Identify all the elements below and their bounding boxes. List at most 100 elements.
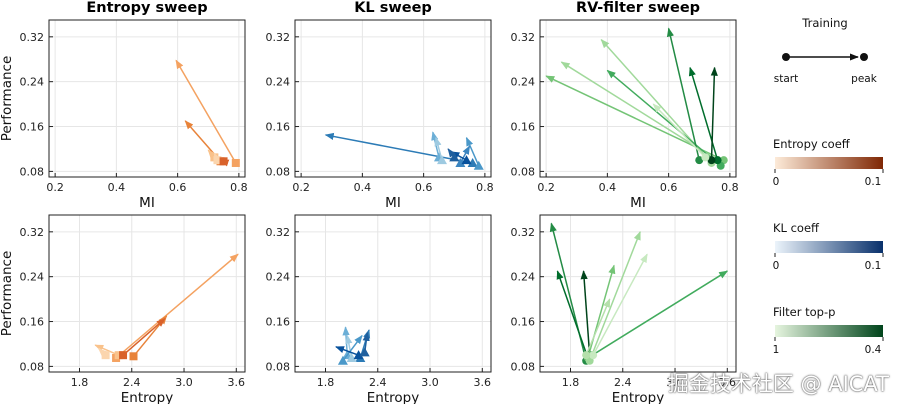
y-tick-label: 0.24 — [20, 271, 45, 284]
panels: 0.08 0.16 0.24 0.32 0.2 0.4 0.6 0.8 Entropy swee… — [0, 0, 739, 404]
start-point — [231, 158, 240, 167]
trajectory-arrow — [592, 253, 648, 356]
x-axis-label: Entropy — [367, 390, 419, 404]
x-tick-label: 0.4 — [599, 181, 617, 194]
y-tick-label: 0.16 — [266, 316, 291, 329]
x-tick-label: 3.0 — [421, 376, 439, 389]
x-tick-label: 1.8 — [562, 376, 580, 389]
x-tick-label: 0.6 — [415, 181, 433, 194]
x-tick-label: 0.2 — [292, 181, 310, 194]
plot-frame — [294, 19, 492, 178]
plot-frame — [539, 214, 737, 373]
start-point — [713, 156, 722, 165]
x-tick-label: 0.8 — [476, 181, 494, 194]
x-tick-label: 0.8 — [230, 181, 248, 194]
trajectory-arrow — [345, 334, 353, 359]
chart-panel: 0.08 0.16 0.24 0.32 0.2 0.4 0.6 0.8 RV-filter sw… — [511, 0, 739, 211]
start-point — [473, 160, 484, 170]
legend: Training start peak Entropy coeff 0 0.1 KL coe… — [773, 16, 884, 356]
start-point — [461, 155, 472, 165]
y-tick-label: 0.08 — [266, 165, 291, 178]
colorbar-max-label: 0.4 — [865, 344, 882, 356]
x-tick-label: 0.4 — [108, 181, 126, 194]
legend-start-label: start — [774, 73, 798, 85]
start-point — [582, 351, 591, 360]
x-tick-label: 0.6 — [660, 181, 678, 194]
start-point — [129, 352, 138, 361]
start-point — [359, 347, 370, 357]
colorbar-min-label: 0 — [773, 260, 780, 272]
trajectory-arrow — [710, 66, 718, 161]
y-tick-label: 0.08 — [20, 360, 45, 373]
colorbar-max-label: 0.1 — [865, 260, 882, 272]
y-tick-label: 0.08 — [511, 165, 536, 178]
panel-title: KL sweep — [354, 0, 432, 16]
y-tick-label: 0.08 — [20, 165, 45, 178]
trajectory-arrow — [652, 103, 706, 158]
start-point — [437, 155, 447, 165]
trajectory-arrow — [335, 346, 359, 356]
y-tick-label: 0.24 — [20, 76, 45, 89]
trajectory-arrow — [666, 27, 700, 161]
trajectory-arrow — [342, 334, 363, 362]
start-point — [119, 351, 128, 360]
y-tick-label: 0.24 — [511, 76, 536, 89]
plot-frame — [294, 214, 492, 373]
trajectory-arrow — [588, 230, 641, 362]
start-point — [346, 352, 357, 362]
x-axis-label: Entropy — [121, 390, 173, 404]
x-tick-label: 2.4 — [614, 376, 632, 389]
trajectory-arrow — [591, 270, 729, 356]
legend-peak-label: peak — [851, 73, 878, 85]
trajectory-arrow — [688, 66, 719, 161]
x-tick-label: 2.4 — [369, 376, 387, 389]
x-axis-label: MI — [630, 195, 646, 211]
colorbar-title: Filter top-p — [773, 305, 835, 319]
legend-training-title: Training — [801, 16, 847, 30]
trajectory-arrow — [122, 318, 166, 356]
trajectory-arrow — [175, 59, 237, 164]
x-tick-label: 1.8 — [71, 376, 89, 389]
start-point — [101, 351, 110, 360]
plot-frame — [539, 19, 737, 178]
chart-panel: 0.08 0.16 0.24 0.32 1.8 2.4 3.0 3.6 Entropy — [511, 214, 737, 404]
chart-panel: 0.08 0.16 0.24 0.32 0.2 0.4 0.6 0.8 Entropy swee… — [0, 0, 248, 211]
x-tick-label: 0.2 — [537, 181, 555, 194]
y-tick-label: 0.16 — [511, 316, 536, 329]
y-tick-label: 0.24 — [266, 76, 291, 89]
trajectory-arrow — [585, 298, 611, 356]
trajectory-arrow — [324, 132, 473, 164]
colorbar-title: Entropy coeff — [773, 137, 851, 151]
panel-title: Entropy sweep — [86, 0, 207, 16]
colorbar-min-label: 1 — [773, 344, 780, 356]
start-point — [701, 153, 710, 162]
trajectory-arrow — [556, 270, 589, 359]
start-point — [589, 351, 598, 360]
chart-panel: 0.08 0.16 0.24 0.32 1.8 2.4 3.0 3.6 Entropy — [266, 214, 492, 404]
panel-title: RV-filter sweep — [576, 0, 700, 16]
y-axis-label: Performance — [0, 56, 15, 142]
start-point — [337, 355, 348, 365]
y-tick-label: 0.16 — [511, 121, 536, 134]
start-point — [707, 156, 716, 165]
y-tick-label: 0.32 — [511, 31, 536, 44]
start-point — [449, 152, 460, 162]
trajectory-arrow — [606, 69, 722, 167]
legend-start-dot — [782, 53, 790, 61]
chart-panel: 0.08 0.16 0.24 0.32 0.2 0.4 0.6 0.8 KL sweep MI — [266, 0, 494, 211]
x-axis-label: Entropy — [612, 390, 664, 404]
start-point — [455, 157, 466, 167]
colorbar — [775, 325, 883, 337]
trajectory-arrow — [434, 136, 443, 161]
trajectory-arrow — [459, 145, 471, 164]
y-tick-label: 0.32 — [20, 226, 45, 239]
colorbar-min-label: 0 — [773, 176, 780, 188]
y-tick-label: 0.24 — [511, 271, 536, 284]
trajectory-arrow — [115, 253, 239, 359]
start-point — [353, 350, 364, 360]
colorbar — [775, 157, 883, 169]
x-tick-label: 0.8 — [721, 181, 739, 194]
start-point — [213, 156, 222, 165]
colorbar — [775, 241, 883, 253]
start-point — [695, 156, 704, 165]
